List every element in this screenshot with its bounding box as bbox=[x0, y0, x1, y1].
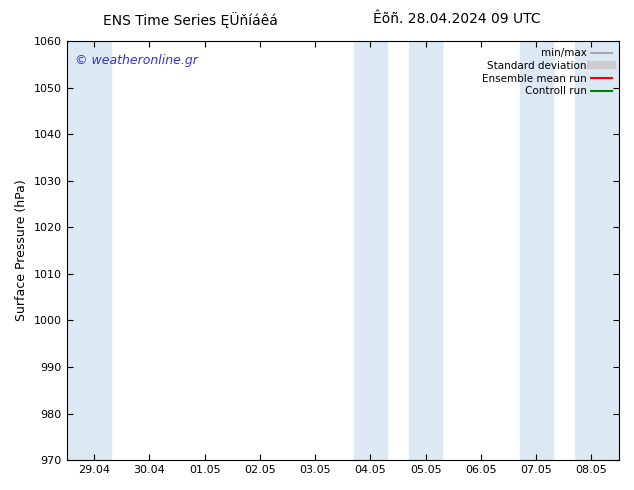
Y-axis label: Surface Pressure (hPa): Surface Pressure (hPa) bbox=[15, 180, 28, 321]
Bar bbox=[519, 41, 553, 460]
Legend: min/max, Standard deviation, Ensemble mean run, Controll run: min/max, Standard deviation, Ensemble me… bbox=[480, 46, 614, 98]
Text: Êõñ. 28.04.2024 09 UTC: Êõñ. 28.04.2024 09 UTC bbox=[373, 12, 540, 26]
Bar bbox=[354, 41, 387, 460]
Bar bbox=[575, 41, 619, 460]
Text: © weatheronline.gr: © weatheronline.gr bbox=[75, 53, 198, 67]
Bar bbox=[409, 41, 442, 460]
Bar bbox=[67, 41, 111, 460]
Text: ENS Time Series ĘÜňíáêá: ENS Time Series ĘÜňíáêá bbox=[103, 12, 278, 28]
